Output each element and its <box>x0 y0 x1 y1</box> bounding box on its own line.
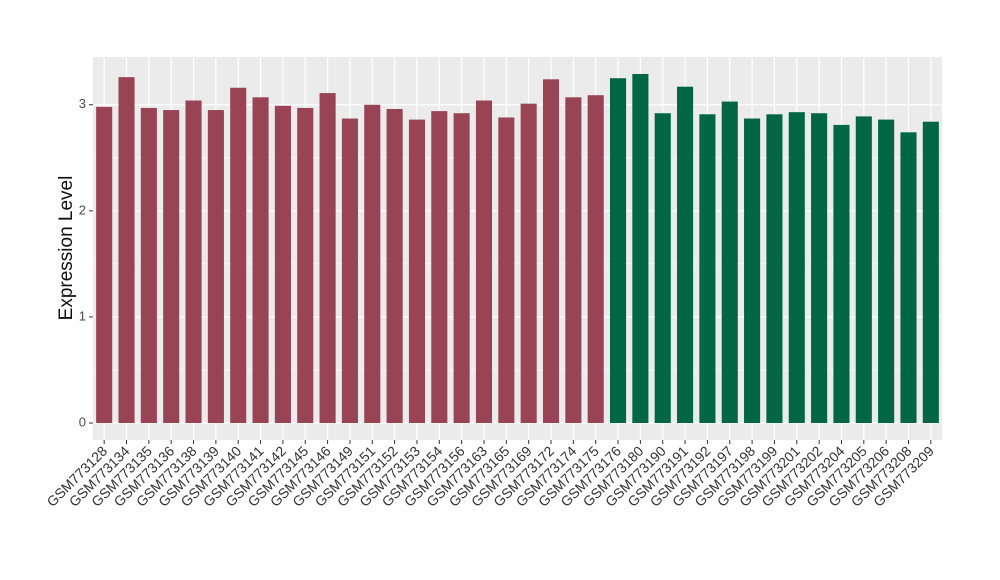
bar <box>386 108 403 424</box>
bar <box>498 117 515 424</box>
bar <box>632 73 649 424</box>
bar <box>811 113 828 424</box>
y-axis-title: Expression Level <box>56 176 77 321</box>
bar <box>565 97 582 424</box>
bar <box>341 118 358 424</box>
bar <box>654 113 671 424</box>
bar <box>900 132 917 424</box>
bar <box>475 100 493 424</box>
bar <box>431 111 448 424</box>
bar <box>185 100 202 424</box>
y-tick-label: 1 <box>79 308 86 323</box>
bar <box>609 78 627 424</box>
bar <box>252 97 269 424</box>
bar <box>542 79 560 424</box>
bar <box>118 77 135 424</box>
bar <box>163 110 180 424</box>
y-tick-label: 0 <box>79 414 86 429</box>
bar <box>319 93 336 424</box>
bar <box>96 106 113 424</box>
bar <box>230 87 247 424</box>
bar <box>699 114 716 424</box>
bar <box>833 124 850 424</box>
bar <box>788 112 805 424</box>
bar <box>922 121 939 424</box>
bar <box>408 119 426 424</box>
bar <box>453 113 470 424</box>
bar <box>766 114 783 424</box>
bar <box>855 116 872 424</box>
bar <box>364 104 381 424</box>
bar <box>207 110 224 424</box>
bar <box>721 101 738 424</box>
bar <box>140 107 157 424</box>
y-tick-label: 2 <box>79 202 86 217</box>
bar <box>520 103 537 424</box>
bar <box>878 119 895 424</box>
bar <box>587 95 604 424</box>
y-tick-label: 3 <box>79 96 86 111</box>
bar <box>677 86 694 424</box>
bar <box>274 105 291 424</box>
bar <box>744 118 761 424</box>
bar <box>297 107 314 424</box>
